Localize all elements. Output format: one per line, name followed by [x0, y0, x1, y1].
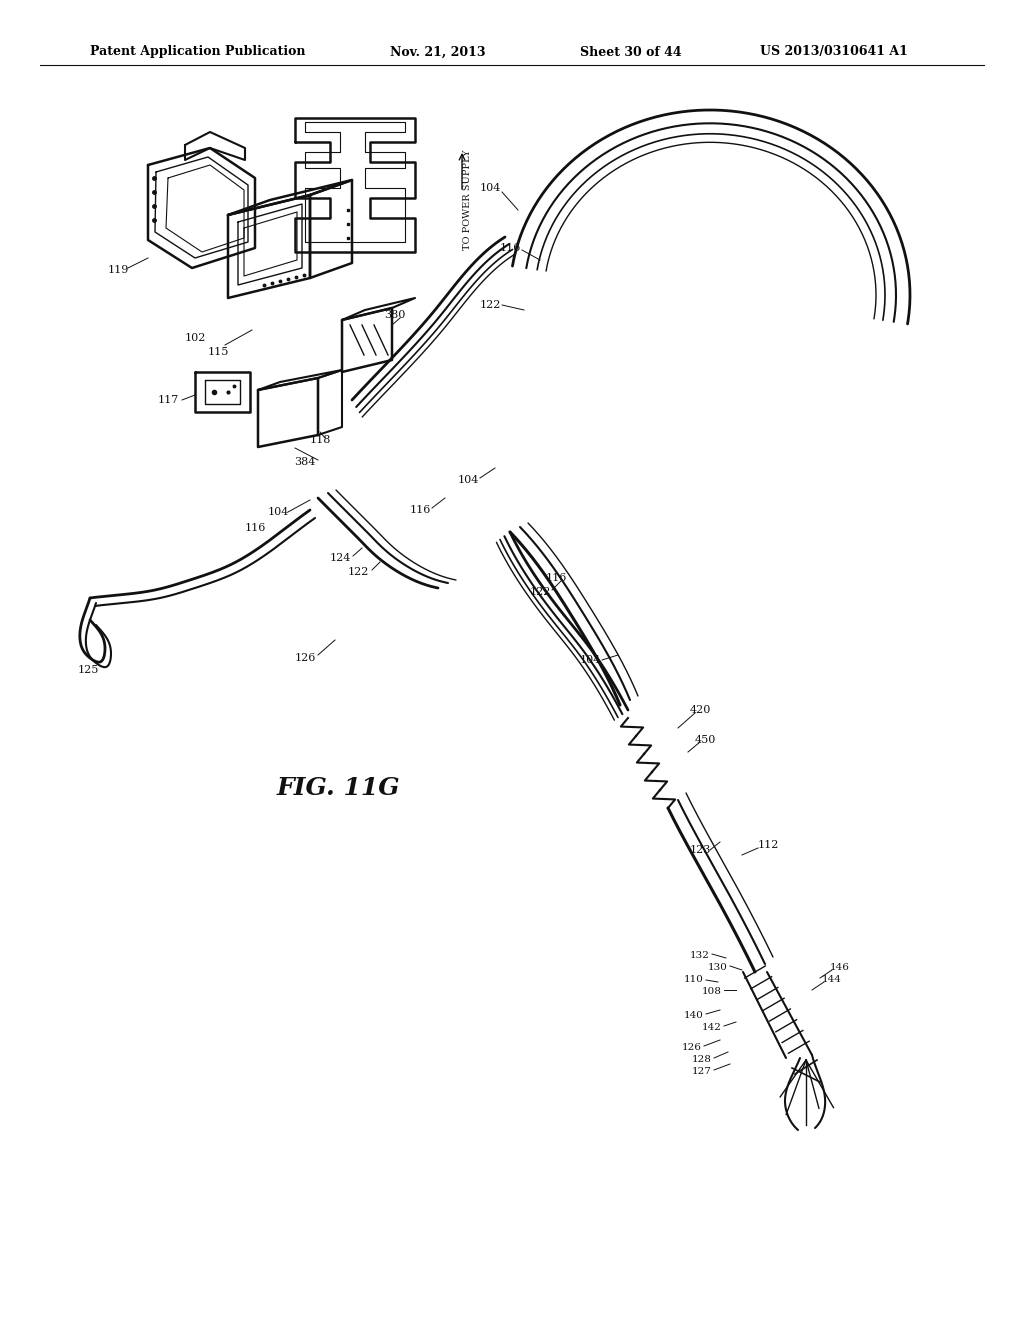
Text: 104: 104: [580, 655, 601, 665]
Text: 126: 126: [294, 653, 315, 663]
Text: 116: 116: [410, 506, 431, 515]
Text: 104: 104: [458, 475, 478, 484]
Text: 108: 108: [702, 987, 722, 997]
Text: 126: 126: [682, 1044, 701, 1052]
Text: 102: 102: [184, 333, 206, 343]
Text: 115: 115: [207, 347, 228, 356]
Text: 116: 116: [245, 523, 265, 533]
Text: 450: 450: [694, 735, 716, 744]
Text: US 2013/0310641 A1: US 2013/0310641 A1: [760, 45, 908, 58]
Text: 118: 118: [309, 436, 331, 445]
Text: TO POWER SUPPLY: TO POWER SUPPLY: [464, 149, 472, 251]
Text: 116: 116: [500, 243, 520, 253]
Text: 124: 124: [330, 553, 350, 564]
Text: 125: 125: [78, 665, 98, 675]
Text: 144: 144: [822, 975, 842, 985]
Text: 128: 128: [692, 1056, 712, 1064]
Text: 122: 122: [479, 300, 501, 310]
Text: 384: 384: [294, 457, 315, 467]
Text: 119: 119: [108, 265, 129, 275]
Text: 420: 420: [689, 705, 711, 715]
Text: 146: 146: [830, 964, 850, 973]
Text: 122: 122: [529, 587, 551, 597]
Text: 123: 123: [689, 845, 711, 855]
Text: Nov. 21, 2013: Nov. 21, 2013: [390, 45, 485, 58]
Text: 104: 104: [267, 507, 289, 517]
Text: Sheet 30 of 44: Sheet 30 of 44: [580, 45, 682, 58]
Text: 112: 112: [758, 840, 778, 850]
Text: 116: 116: [546, 573, 566, 583]
Text: 140: 140: [684, 1011, 703, 1019]
Text: 122: 122: [347, 568, 369, 577]
Text: 132: 132: [690, 950, 710, 960]
Text: 130: 130: [708, 964, 728, 973]
Text: Patent Application Publication: Patent Application Publication: [90, 45, 305, 58]
Text: FIG. 11G: FIG. 11G: [276, 776, 399, 800]
Text: 110: 110: [684, 975, 703, 985]
Text: 117: 117: [158, 395, 178, 405]
Text: 127: 127: [692, 1068, 712, 1077]
Text: 104: 104: [479, 183, 501, 193]
Text: 142: 142: [702, 1023, 722, 1032]
Text: 380: 380: [384, 310, 406, 319]
